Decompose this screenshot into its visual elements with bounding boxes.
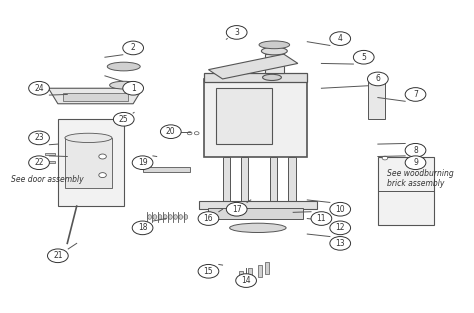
Ellipse shape xyxy=(259,41,290,49)
Circle shape xyxy=(311,212,332,225)
Text: 13: 13 xyxy=(336,239,345,248)
Bar xyxy=(209,208,302,218)
Circle shape xyxy=(367,72,388,86)
Circle shape xyxy=(123,41,144,55)
Text: 11: 11 xyxy=(317,214,326,223)
Text: 14: 14 xyxy=(241,276,251,285)
Circle shape xyxy=(330,237,351,250)
Ellipse shape xyxy=(109,81,138,89)
Circle shape xyxy=(198,264,219,278)
Circle shape xyxy=(29,156,49,170)
Bar xyxy=(216,88,272,144)
Circle shape xyxy=(47,249,68,263)
Text: 10: 10 xyxy=(336,205,345,214)
Text: 17: 17 xyxy=(232,205,241,214)
Bar xyxy=(265,262,269,275)
Bar xyxy=(378,156,434,225)
Circle shape xyxy=(198,212,219,225)
Ellipse shape xyxy=(107,62,140,71)
Text: 4: 4 xyxy=(338,34,343,43)
Bar xyxy=(289,156,295,203)
Circle shape xyxy=(330,203,351,216)
Text: 20: 20 xyxy=(166,127,175,136)
Text: 3: 3 xyxy=(234,28,239,37)
Bar xyxy=(265,54,284,73)
Ellipse shape xyxy=(153,215,157,219)
Circle shape xyxy=(113,112,134,126)
Circle shape xyxy=(132,156,153,170)
Circle shape xyxy=(29,81,49,95)
Text: 16: 16 xyxy=(204,214,213,223)
Circle shape xyxy=(132,221,153,235)
Circle shape xyxy=(330,221,351,235)
Circle shape xyxy=(236,274,256,287)
Text: 6: 6 xyxy=(375,74,380,84)
Text: 25: 25 xyxy=(119,115,128,124)
Ellipse shape xyxy=(229,223,286,233)
Bar xyxy=(239,271,243,284)
Bar xyxy=(241,156,248,203)
Text: 21: 21 xyxy=(53,251,63,260)
Circle shape xyxy=(405,143,426,157)
Text: 12: 12 xyxy=(336,223,345,232)
Bar xyxy=(45,161,55,163)
Bar xyxy=(204,79,307,156)
Circle shape xyxy=(405,88,426,101)
Text: 7: 7 xyxy=(413,90,418,99)
Ellipse shape xyxy=(148,215,152,219)
Polygon shape xyxy=(209,54,298,79)
Ellipse shape xyxy=(65,133,112,142)
Circle shape xyxy=(123,81,144,95)
Circle shape xyxy=(405,156,426,170)
Ellipse shape xyxy=(168,215,172,219)
Ellipse shape xyxy=(184,215,188,219)
Ellipse shape xyxy=(158,215,162,219)
Bar xyxy=(58,119,124,206)
Ellipse shape xyxy=(173,215,177,219)
Ellipse shape xyxy=(263,74,282,80)
Text: 19: 19 xyxy=(138,158,147,167)
Bar xyxy=(63,93,128,101)
Circle shape xyxy=(99,154,106,159)
Circle shape xyxy=(161,125,181,139)
Circle shape xyxy=(226,203,247,216)
Circle shape xyxy=(187,132,192,135)
Bar xyxy=(204,73,307,82)
Text: 23: 23 xyxy=(34,133,44,142)
Circle shape xyxy=(354,50,374,64)
Text: 1: 1 xyxy=(131,84,136,93)
Circle shape xyxy=(226,26,247,39)
Circle shape xyxy=(330,32,351,45)
Text: 15: 15 xyxy=(204,267,213,276)
Text: 2: 2 xyxy=(131,44,136,52)
Bar xyxy=(199,202,317,209)
Bar xyxy=(368,82,385,119)
Circle shape xyxy=(29,131,49,145)
Ellipse shape xyxy=(163,215,167,219)
Text: 24: 24 xyxy=(34,84,44,93)
Bar xyxy=(143,167,190,172)
Polygon shape xyxy=(48,88,143,104)
Bar xyxy=(45,153,55,155)
Ellipse shape xyxy=(179,215,182,219)
Bar xyxy=(270,156,277,203)
Text: 8: 8 xyxy=(413,146,418,155)
Circle shape xyxy=(194,132,199,135)
Text: 5: 5 xyxy=(361,53,366,62)
Circle shape xyxy=(99,173,106,177)
Text: See woodburning
brick assembly: See woodburning brick assembly xyxy=(387,169,454,188)
Circle shape xyxy=(382,156,388,160)
Bar xyxy=(258,265,262,278)
Text: 22: 22 xyxy=(34,158,44,167)
Text: See door assembly: See door assembly xyxy=(11,175,83,184)
Bar xyxy=(223,156,229,203)
Bar xyxy=(65,138,112,187)
Bar xyxy=(248,268,252,280)
Text: 9: 9 xyxy=(413,158,418,167)
Text: 18: 18 xyxy=(138,223,147,232)
Ellipse shape xyxy=(261,47,287,55)
